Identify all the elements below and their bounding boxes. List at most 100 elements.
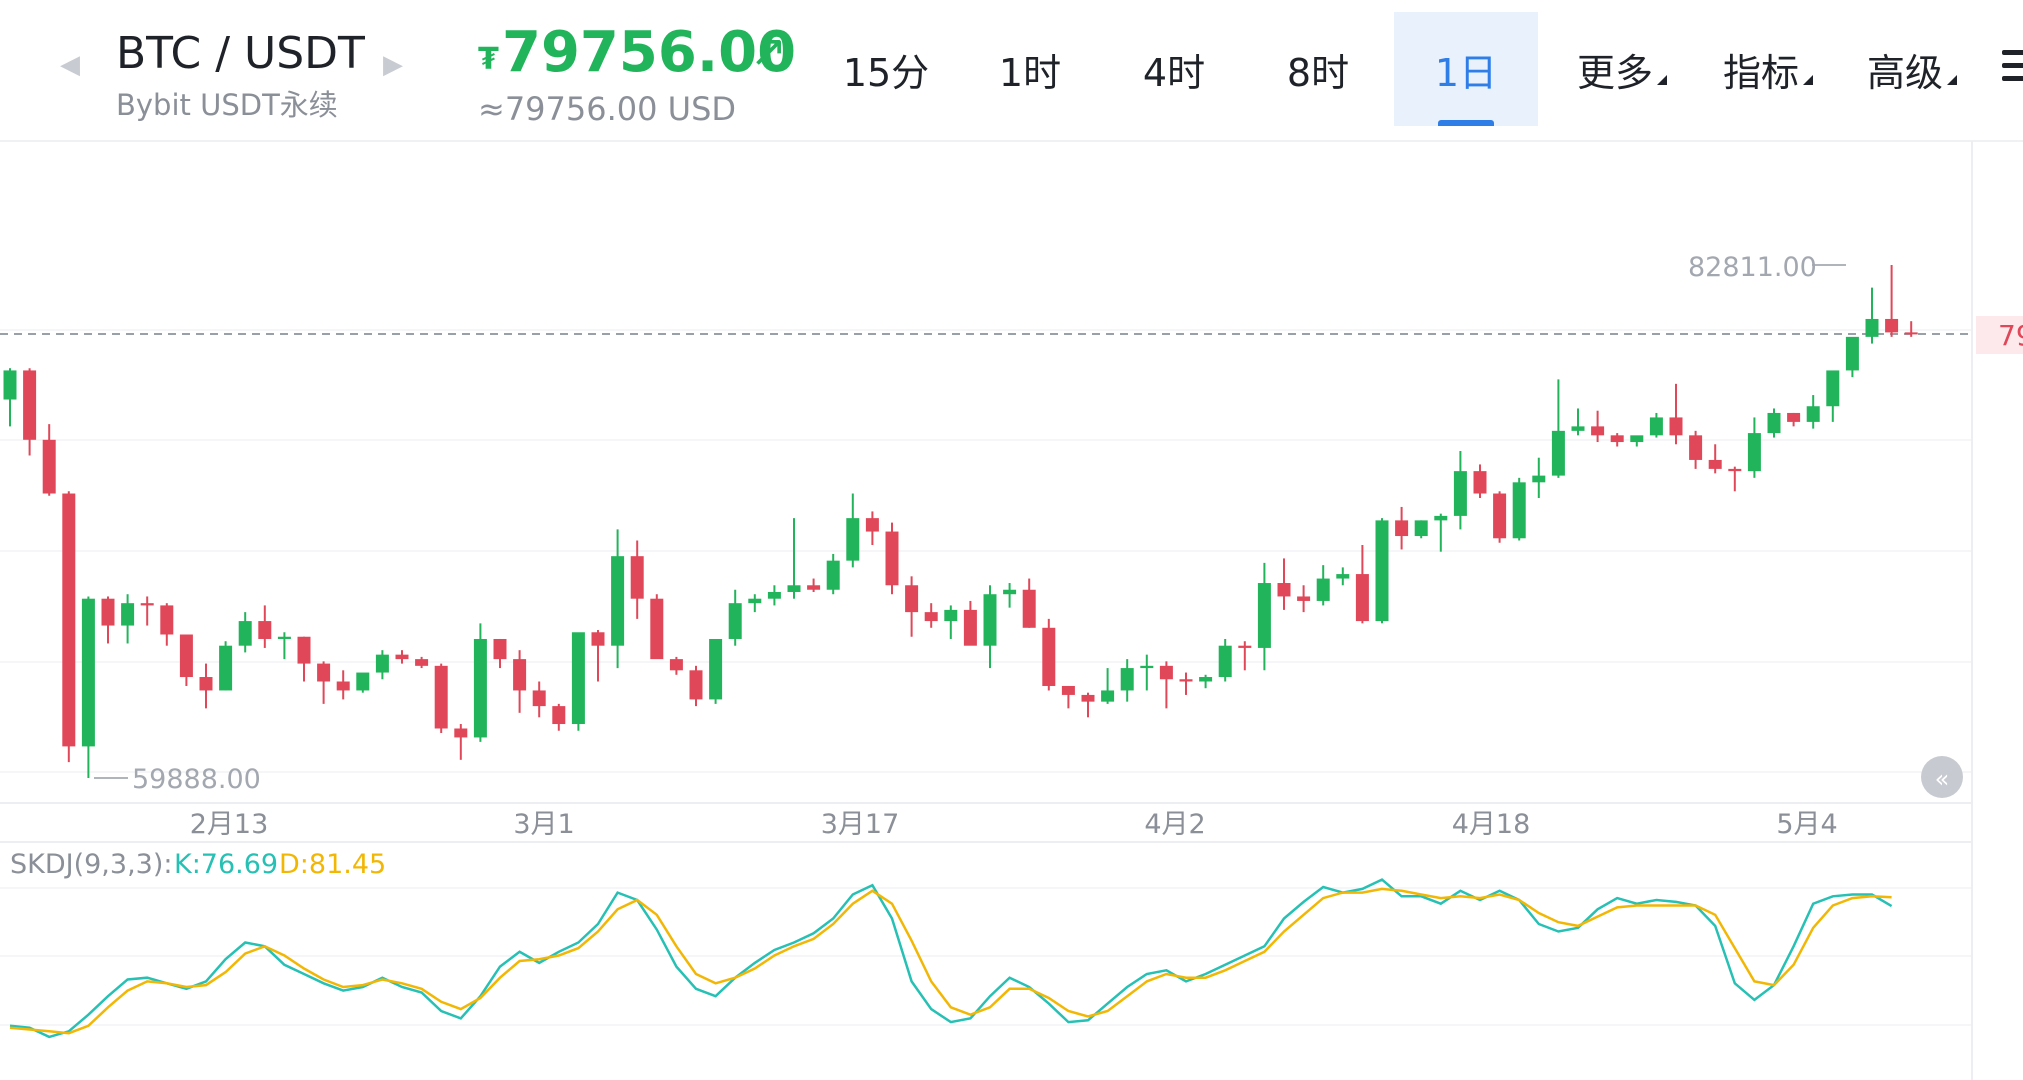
candle-body xyxy=(1473,471,1487,494)
candle xyxy=(1375,518,1389,624)
candle-body xyxy=(1022,589,1036,628)
k-line xyxy=(9,878,1893,1039)
candle xyxy=(179,634,193,686)
candle-body xyxy=(1591,426,1605,436)
pair-title[interactable]: BTC / USDT xyxy=(116,28,365,79)
tab-4h[interactable]: 4时 xyxy=(1118,12,1230,126)
candle xyxy=(199,663,213,709)
trend-up-icon: ↗ xyxy=(750,26,787,77)
tab-1d[interactable]: 1日 xyxy=(1394,12,1538,126)
candle-body xyxy=(532,690,546,707)
candle xyxy=(1316,565,1330,606)
candle-body xyxy=(1101,690,1115,702)
candle xyxy=(1199,674,1213,689)
candle xyxy=(630,540,644,619)
candle xyxy=(1787,412,1801,427)
candle-body xyxy=(885,531,899,586)
tab-more[interactable]: 更多 xyxy=(1560,12,1684,126)
candle-body xyxy=(1610,435,1624,443)
tab-indicators[interactable]: 指标 xyxy=(1706,12,1830,126)
candle xyxy=(1493,491,1507,543)
next-pair-icon[interactable]: ▶ xyxy=(383,50,403,80)
candle-body xyxy=(611,556,625,646)
date-tick-label: 3月17 xyxy=(821,809,900,840)
candle xyxy=(709,638,723,704)
candle-body xyxy=(1453,471,1467,516)
candle-body xyxy=(454,728,468,738)
candle-body xyxy=(1689,435,1703,460)
candle-body xyxy=(1140,665,1154,669)
candle-body xyxy=(846,518,860,561)
candle-body xyxy=(121,603,135,626)
menu-icon[interactable] xyxy=(2002,50,2023,89)
candle xyxy=(1140,654,1154,691)
chevron-left-icon: « xyxy=(1935,765,1950,793)
candle-body xyxy=(375,654,389,673)
candle xyxy=(532,681,546,718)
scroll-to-latest-button[interactable]: « xyxy=(1921,756,1963,798)
candle xyxy=(1061,685,1075,709)
candles xyxy=(3,265,1918,778)
high-label: 82811.00 xyxy=(1688,252,1817,283)
candle-body xyxy=(1238,645,1252,648)
candle xyxy=(1669,383,1683,445)
candle-body xyxy=(1708,459,1722,469)
candle xyxy=(1845,336,1859,378)
candle-body xyxy=(1355,574,1369,622)
indicator-name: SKDJ(9,3,3): xyxy=(10,849,172,880)
tab-8h[interactable]: 8时 xyxy=(1262,12,1374,126)
candle xyxy=(62,491,76,763)
candle-body xyxy=(160,605,174,635)
candle xyxy=(1806,395,1820,429)
candle xyxy=(1767,408,1781,438)
candle xyxy=(434,663,448,733)
candle xyxy=(1042,618,1056,691)
candle-body xyxy=(1767,412,1781,434)
candle xyxy=(1218,638,1232,682)
tab-1h[interactable]: 1时 xyxy=(974,12,1086,126)
candle xyxy=(81,596,95,778)
candle-body xyxy=(767,591,781,599)
candle xyxy=(1453,450,1467,530)
candle xyxy=(1591,410,1605,443)
candle xyxy=(1904,321,1918,337)
last-price: 79756.00 xyxy=(502,20,797,85)
candle xyxy=(375,650,389,680)
candle xyxy=(885,522,899,595)
candle xyxy=(1747,417,1761,478)
candle xyxy=(454,724,468,760)
dropdown-corner-icon xyxy=(1657,75,1667,85)
candle xyxy=(1179,672,1193,695)
candle xyxy=(513,650,527,713)
date-tick-label: 3月1 xyxy=(513,809,574,840)
candle-body xyxy=(1297,596,1311,601)
tab-advanced[interactable]: 高级 xyxy=(1850,12,1974,126)
tab-1d-label: 1日 xyxy=(1434,50,1498,95)
candle-body xyxy=(1904,332,1918,335)
candle xyxy=(297,636,311,682)
candle-body xyxy=(1375,520,1389,622)
last-price-tag-text: 79 xyxy=(1998,319,2023,352)
candle xyxy=(1689,430,1703,469)
candle xyxy=(1708,444,1722,474)
candle-body xyxy=(787,585,801,592)
candle xyxy=(983,585,997,669)
candle-body xyxy=(1728,468,1742,472)
candle-body xyxy=(983,594,997,646)
candle xyxy=(1120,659,1134,702)
candle-body xyxy=(1787,412,1801,422)
prev-pair-icon[interactable]: ◀ xyxy=(60,50,80,80)
candle xyxy=(689,665,703,707)
candle-body xyxy=(101,598,115,626)
grid xyxy=(0,329,1972,1026)
candle xyxy=(1414,520,1428,539)
candle xyxy=(963,600,977,646)
dropdown-corner-icon xyxy=(1947,75,1957,85)
candle xyxy=(42,424,56,496)
tab-15m[interactable]: 15分 xyxy=(830,12,942,126)
tab-indicators-label: 指标 xyxy=(1722,50,1799,95)
candle-body xyxy=(1885,318,1899,333)
candle xyxy=(1336,567,1350,586)
